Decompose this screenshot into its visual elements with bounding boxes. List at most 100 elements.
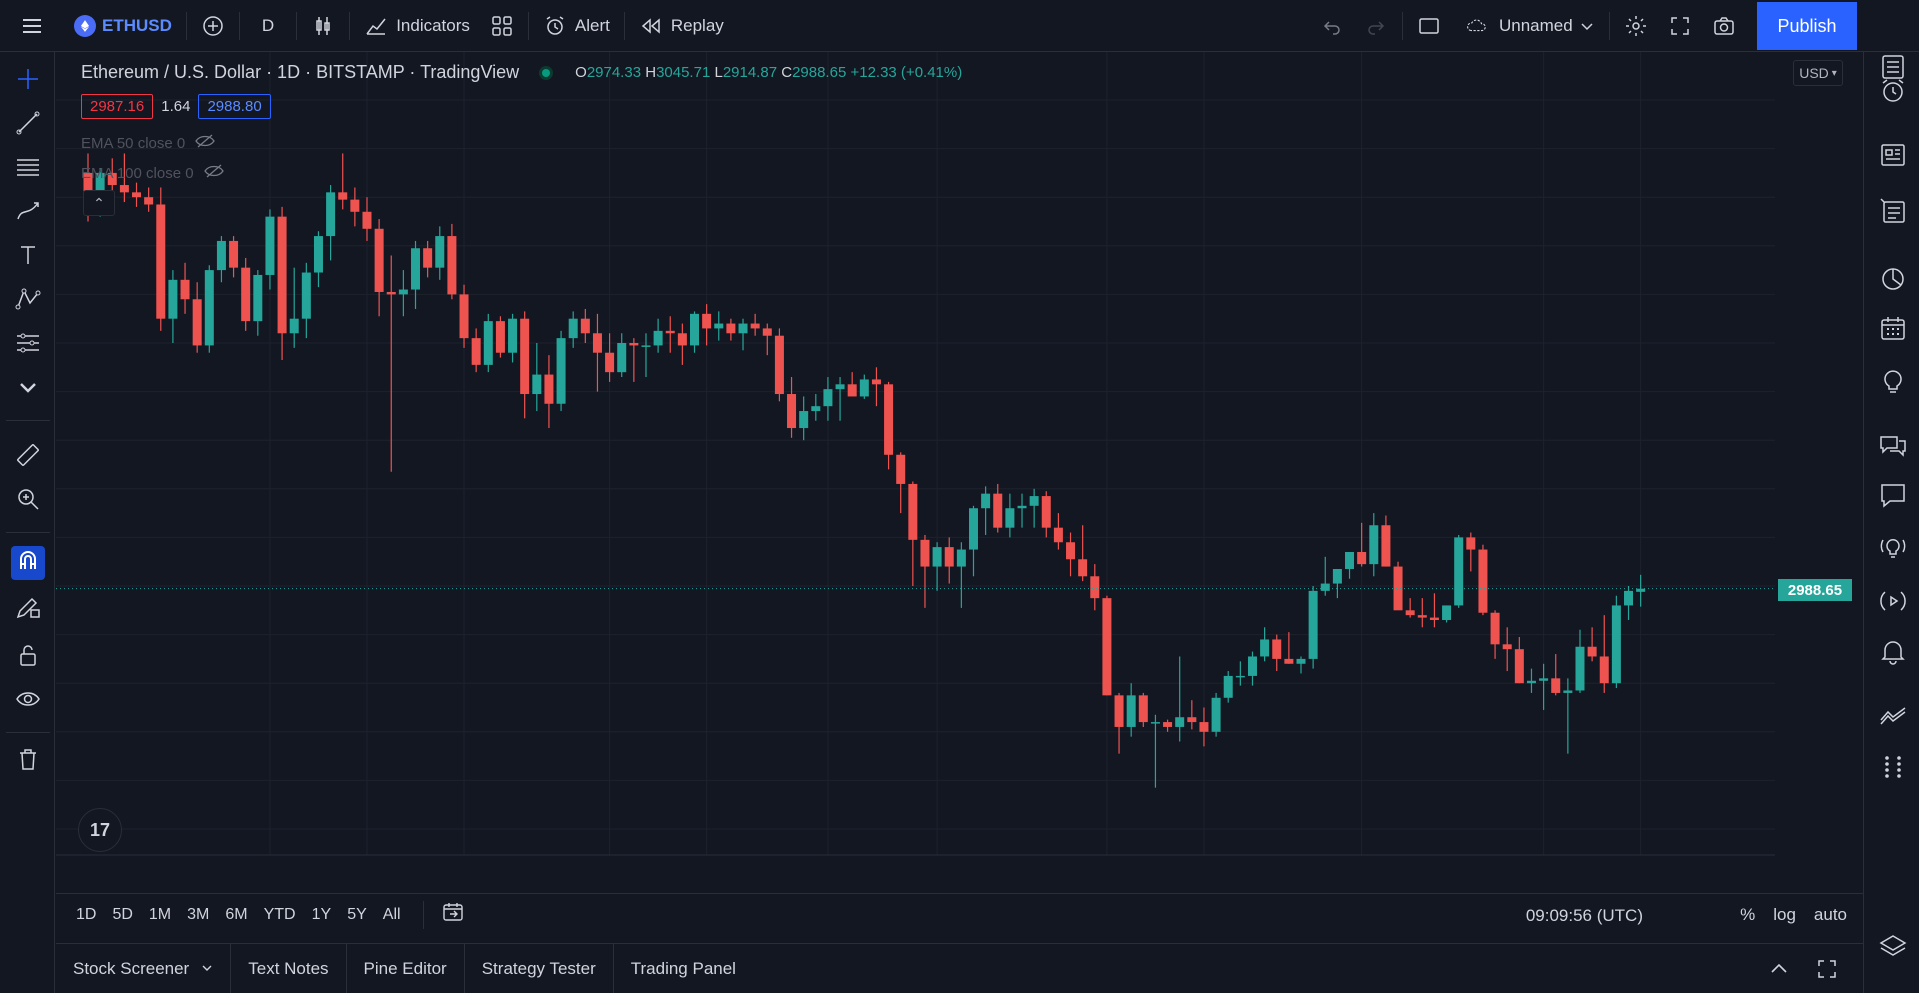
tab-stock-screener[interactable]: Stock Screener bbox=[56, 943, 232, 993]
goto-date-button[interactable] bbox=[428, 901, 478, 928]
range-6m[interactable]: 6M bbox=[225, 905, 248, 923]
trading-panel-button[interactable] bbox=[1876, 700, 1910, 734]
undo-button[interactable] bbox=[1310, 0, 1354, 52]
magnet-mode-button[interactable] bbox=[11, 546, 45, 580]
details-button[interactable] bbox=[1876, 196, 1910, 230]
ema50-legend[interactable]: EMA 50 close 0 bbox=[81, 133, 216, 153]
pattern-tool[interactable] bbox=[11, 284, 45, 318]
candle bbox=[1078, 525, 1088, 582]
trend-icon bbox=[1878, 700, 1908, 735]
candle-body bbox=[1624, 590, 1634, 606]
chart-pane[interactable]: 5000.004800.004600.004400.004200.004000.… bbox=[56, 52, 1775, 857]
settings-button[interactable] bbox=[1614, 0, 1658, 52]
brush-tool[interactable] bbox=[11, 196, 45, 230]
messages-button[interactable] bbox=[1876, 480, 1910, 514]
range-all[interactable]: All bbox=[382, 905, 401, 923]
percent-scale-button[interactable]: % bbox=[1740, 905, 1756, 924]
menu-button[interactable] bbox=[0, 0, 64, 52]
tradingview-logo[interactable]: 17 bbox=[78, 808, 122, 852]
chart-type-button[interactable] bbox=[301, 0, 345, 52]
alerts-button[interactable] bbox=[1876, 76, 1910, 110]
alert-button[interactable]: Alert bbox=[533, 0, 620, 52]
indicators-button[interactable]: Indicators bbox=[354, 0, 480, 52]
remove-drawings-button[interactable] bbox=[11, 744, 45, 778]
candle-body bbox=[884, 384, 894, 455]
layout-select-button[interactable] bbox=[1407, 0, 1451, 52]
tab-trading-panel[interactable]: Trading Panel bbox=[630, 958, 736, 978]
layout-name-button[interactable]: Unnamed bbox=[1451, 0, 1605, 52]
broadcast-button[interactable] bbox=[1876, 586, 1910, 620]
crosshair-tool[interactable] bbox=[11, 64, 45, 98]
toolbar-divider bbox=[185, 11, 187, 40]
chats-button[interactable] bbox=[1876, 432, 1910, 466]
range-5d[interactable]: 5D bbox=[112, 905, 133, 923]
measure-tool[interactable] bbox=[11, 440, 45, 474]
redo-button[interactable] bbox=[1354, 0, 1398, 52]
log-scale-button[interactable]: log bbox=[1773, 905, 1796, 924]
unlock-icon bbox=[14, 641, 42, 674]
candle-body bbox=[483, 321, 493, 365]
dom-button[interactable] bbox=[1876, 752, 1910, 786]
maximize-panel-button[interactable] bbox=[1815, 957, 1839, 986]
replay-button[interactable]: Replay bbox=[629, 0, 734, 52]
utc-clock[interactable]: 09:09:56 (UTC) bbox=[1525, 906, 1643, 925]
notifications-button[interactable] bbox=[1876, 636, 1910, 670]
candle bbox=[204, 265, 214, 353]
symbol-search-button[interactable]: ETHUSD bbox=[64, 0, 182, 52]
range-3m[interactable]: 3M bbox=[187, 905, 210, 923]
streams-button[interactable] bbox=[1876, 532, 1910, 566]
calendar-button[interactable] bbox=[1876, 314, 1910, 348]
zoom-tool[interactable] bbox=[11, 484, 45, 518]
market-status-icon[interactable] bbox=[539, 65, 554, 80]
eye-crossed-icon[interactable] bbox=[203, 163, 224, 183]
eye-crossed-icon[interactable] bbox=[195, 133, 216, 153]
publish-button[interactable]: Publish bbox=[1757, 2, 1857, 50]
data-window-button[interactable] bbox=[1876, 264, 1910, 298]
candle bbox=[1551, 654, 1561, 696]
tab-pine-editor[interactable]: Pine Editor bbox=[347, 943, 465, 993]
collapse-legend-button[interactable]: ⌃ bbox=[83, 190, 115, 216]
range-1d[interactable]: 1D bbox=[76, 905, 97, 923]
candle-body bbox=[750, 323, 760, 329]
candle-body bbox=[726, 323, 736, 334]
compare-symbol-button[interactable] bbox=[191, 0, 235, 52]
templates-button[interactable] bbox=[480, 0, 524, 52]
collapse-panel-button[interactable] bbox=[1767, 957, 1791, 986]
candle bbox=[1442, 605, 1452, 623]
range-5y[interactable]: 5Y bbox=[347, 905, 367, 923]
hide-drawings-button[interactable] bbox=[11, 684, 45, 718]
toolbar-divider bbox=[527, 11, 529, 40]
stay-in-drawing-mode-button[interactable] bbox=[11, 592, 45, 626]
symbol-title[interactable]: Ethereum / U.S. Dollar · 1D · BITSTAMP ·… bbox=[81, 62, 520, 82]
auto-scale-button[interactable]: auto bbox=[1813, 905, 1847, 924]
interval-button[interactable]: D bbox=[261, 15, 275, 35]
prediction-tool[interactable] bbox=[11, 328, 45, 362]
candle-body bbox=[277, 216, 287, 334]
more-tools-button[interactable] bbox=[11, 372, 45, 406]
ema100-legend[interactable]: EMA 100 close 0 bbox=[81, 163, 224, 183]
buy-button[interactable]: 2988.80 bbox=[198, 94, 271, 119]
candlestick-chart[interactable]: 5000.004800.004600.004400.004200.004000.… bbox=[56, 52, 1775, 857]
range-ytd[interactable]: YTD bbox=[263, 905, 296, 923]
range-1m[interactable]: 1M bbox=[148, 905, 172, 923]
tab-text-notes[interactable]: Text Notes bbox=[231, 943, 347, 993]
lock-drawings-button[interactable] bbox=[11, 640, 45, 674]
candle bbox=[495, 316, 505, 358]
ideas-button[interactable] bbox=[1876, 366, 1910, 400]
text-tool[interactable] bbox=[11, 240, 45, 274]
candle bbox=[241, 257, 251, 331]
fib-tool[interactable] bbox=[11, 152, 45, 186]
candle bbox=[1454, 534, 1464, 608]
news-button[interactable] bbox=[1876, 140, 1910, 174]
trend-line-tool[interactable] bbox=[11, 108, 45, 142]
currency-select[interactable]: USD ▾ bbox=[1793, 60, 1843, 86]
fullscreen-button[interactable] bbox=[1658, 0, 1702, 52]
sell-button[interactable]: 2987.16 bbox=[81, 94, 154, 119]
tab-strategy-tester[interactable]: Strategy Tester bbox=[465, 943, 614, 993]
ohlc-values: O2974.33 H3045.71 L2914.87 C2988.65 +12.… bbox=[575, 64, 962, 81]
layers-button[interactable] bbox=[1876, 932, 1910, 966]
watchlist-button[interactable] bbox=[1876, 52, 1910, 86]
range-1y[interactable]: 1Y bbox=[311, 905, 332, 923]
snapshot-button[interactable] bbox=[1702, 0, 1746, 52]
candle bbox=[774, 328, 784, 402]
